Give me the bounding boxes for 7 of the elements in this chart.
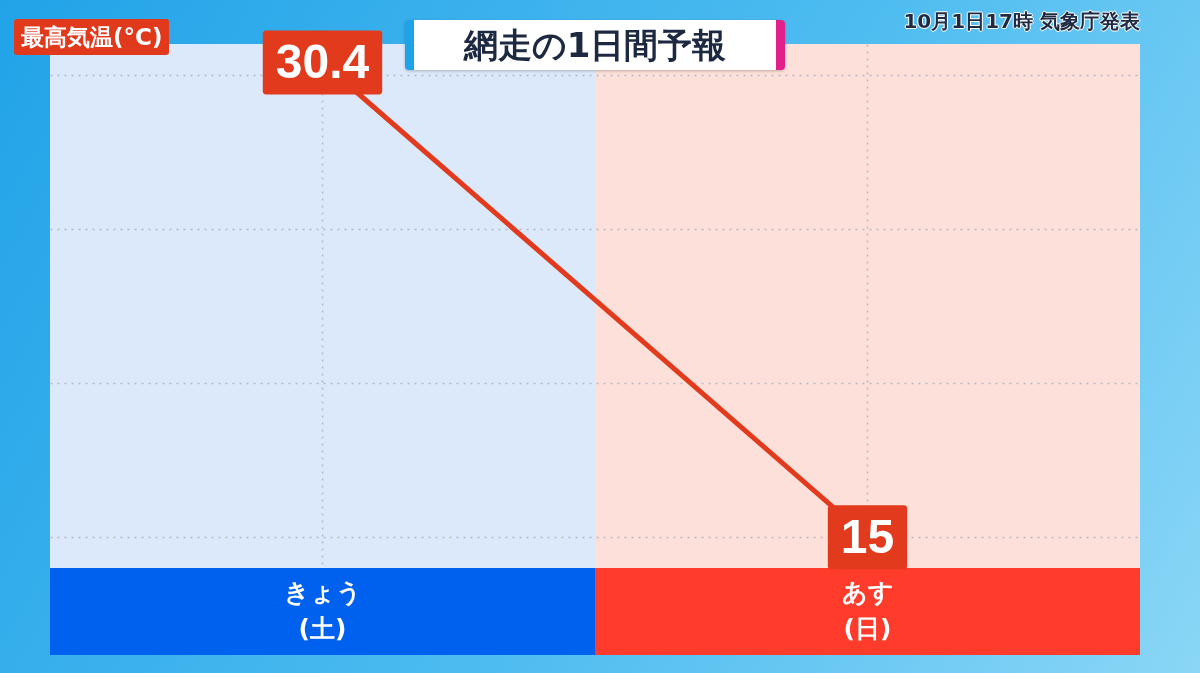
- y-axis-title: 最高気温(°C): [14, 19, 170, 55]
- data-label: 30.4: [275, 35, 370, 89]
- chart-title: 網走の1日間予報: [463, 25, 727, 65]
- x-tick-label: きょう (土): [283, 577, 362, 643]
- text: 10月1日17時 気象庁発表: [903, 8, 1140, 35]
- x-tick-label: あす (日): [841, 577, 894, 643]
- data-label: 15: [840, 510, 895, 564]
